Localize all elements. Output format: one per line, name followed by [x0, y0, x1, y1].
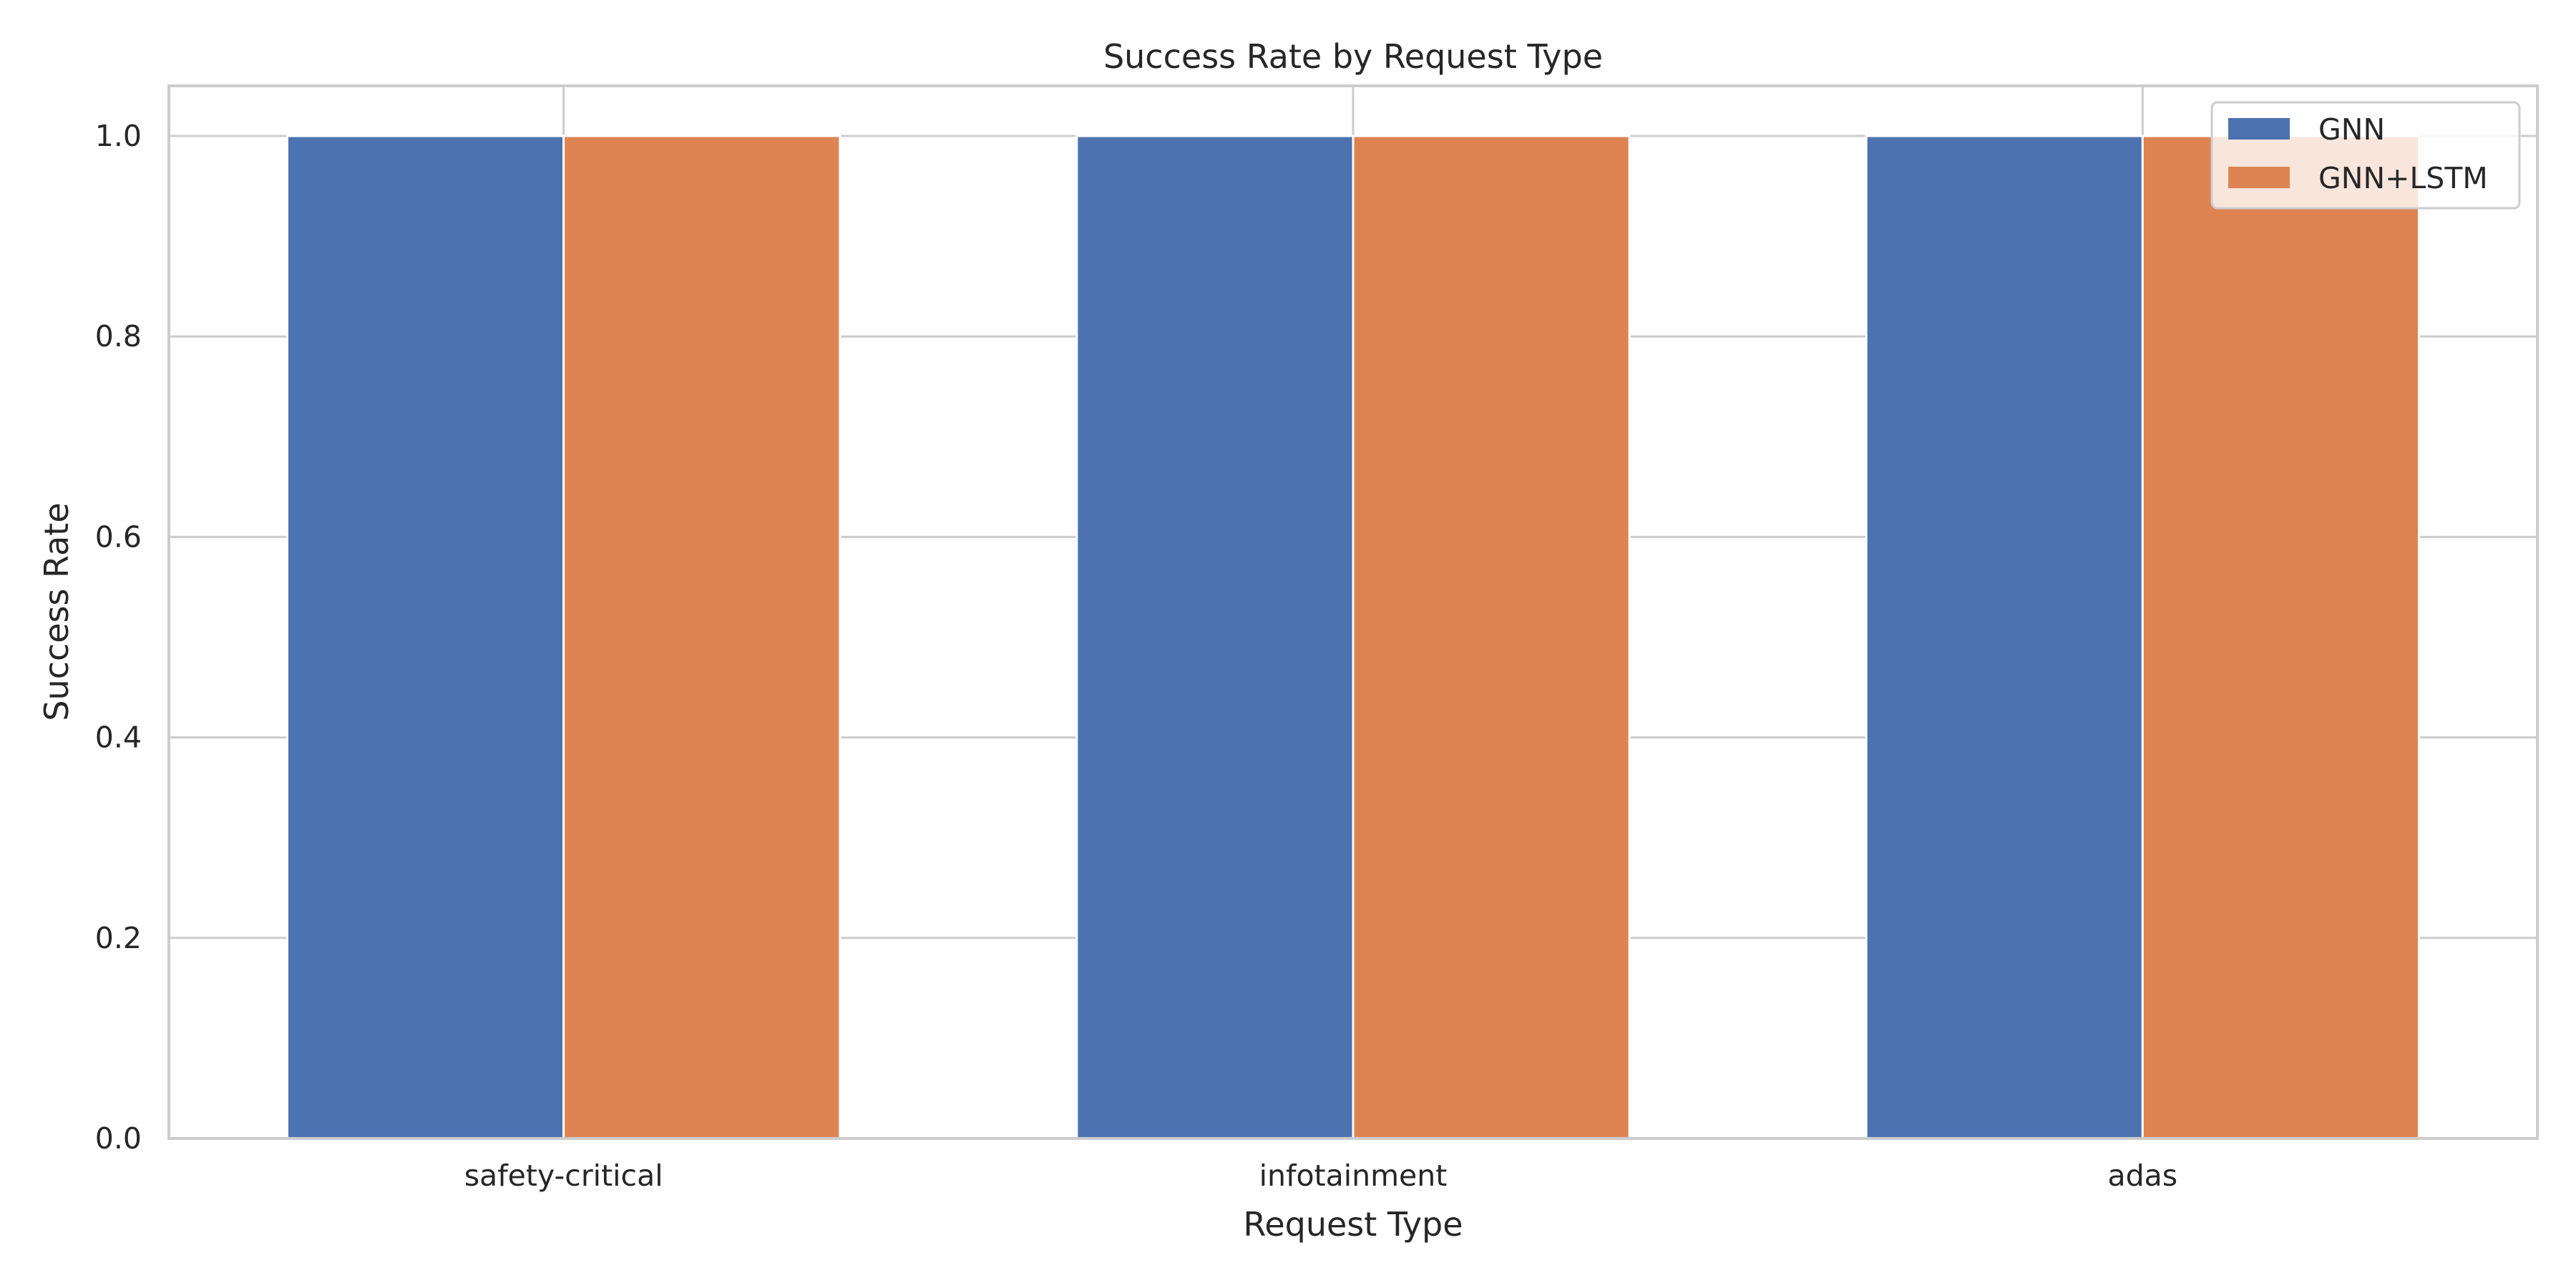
legend-swatch-gnn-lstm — [2228, 167, 2290, 188]
y-tick-label: 1.0 — [95, 119, 142, 153]
x-tick-label: adas — [2108, 1158, 2178, 1193]
x-axis-label: Request Type — [1243, 1205, 1463, 1244]
chart-title: Success Rate by Request Type — [1103, 37, 1603, 76]
bar-gnn-lstm-infotainment — [1352, 135, 1631, 1140]
y-tick-label: 0.2 — [95, 921, 142, 955]
legend-label-gnn-lstm: GNN+LSTM — [2318, 161, 2488, 195]
x-tick-label: safety-critical — [464, 1158, 663, 1193]
plot-area-frame — [167, 84, 2539, 1140]
bar-gnn-infotainment — [1075, 135, 1355, 1140]
y-tick-label: 0.8 — [95, 319, 142, 353]
y-tick-label: 0.4 — [95, 721, 142, 755]
y-tick-label: 0.0 — [95, 1121, 142, 1156]
bar-gnn-lstm-safety-critical — [562, 135, 841, 1140]
bar-gnn-safety-critical — [286, 135, 565, 1140]
legend: GNN GNN+LSTM — [2210, 101, 2521, 210]
y-tick-labels: 0.0 0.2 0.4 0.6 0.8 1.0 — [95, 119, 142, 1156]
x-tick-labels: safety-critical infotainment adas — [464, 1158, 2177, 1193]
bar-gnn-lstm-adas — [2141, 135, 2420, 1140]
legend-label-gnn: GNN — [2318, 112, 2385, 147]
legend-swatch-gnn — [2228, 118, 2290, 140]
bar-gnn-adas — [1865, 135, 2144, 1140]
y-tick-label: 0.6 — [95, 519, 142, 554]
bars — [286, 135, 2420, 1140]
x-tick-label: infotainment — [1259, 1158, 1448, 1193]
y-axis-label: Success Rate — [37, 502, 76, 721]
